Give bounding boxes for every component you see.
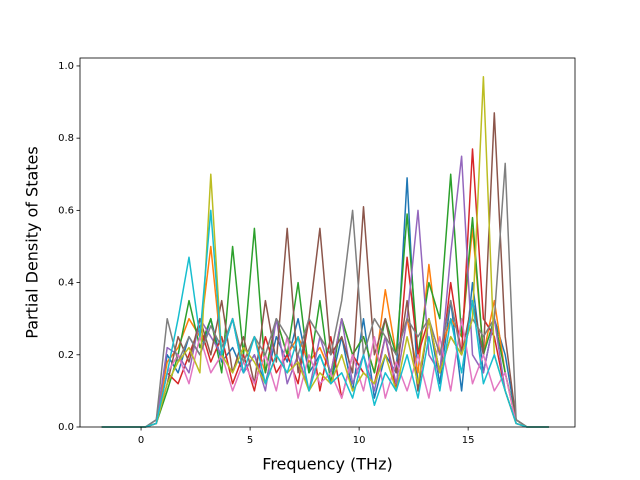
series-line (101, 209, 549, 428)
y-tick-label: 0.0 (58, 422, 74, 433)
y-tick-label: 1.0 (58, 61, 74, 72)
y-tick-label: 0.6 (58, 205, 74, 216)
x-tick-label: 0 (138, 435, 144, 446)
series-line (101, 173, 549, 428)
y-tick-label: 0.8 (58, 133, 74, 144)
x-axis-title: Frequency (THz) (262, 455, 392, 474)
x-tick-label: 15 (462, 435, 475, 446)
series-line (101, 76, 549, 428)
plot-frame (79, 57, 576, 428)
y-axis-title: Partial Density of States (23, 146, 42, 338)
series-line (101, 162, 549, 428)
series-line (101, 148, 549, 428)
y-tick-label: 0.2 (58, 350, 74, 361)
x-tick-label: 10 (353, 435, 366, 446)
y-tick-label: 0.4 (58, 278, 74, 289)
x-tick-label: 5 (247, 435, 253, 446)
